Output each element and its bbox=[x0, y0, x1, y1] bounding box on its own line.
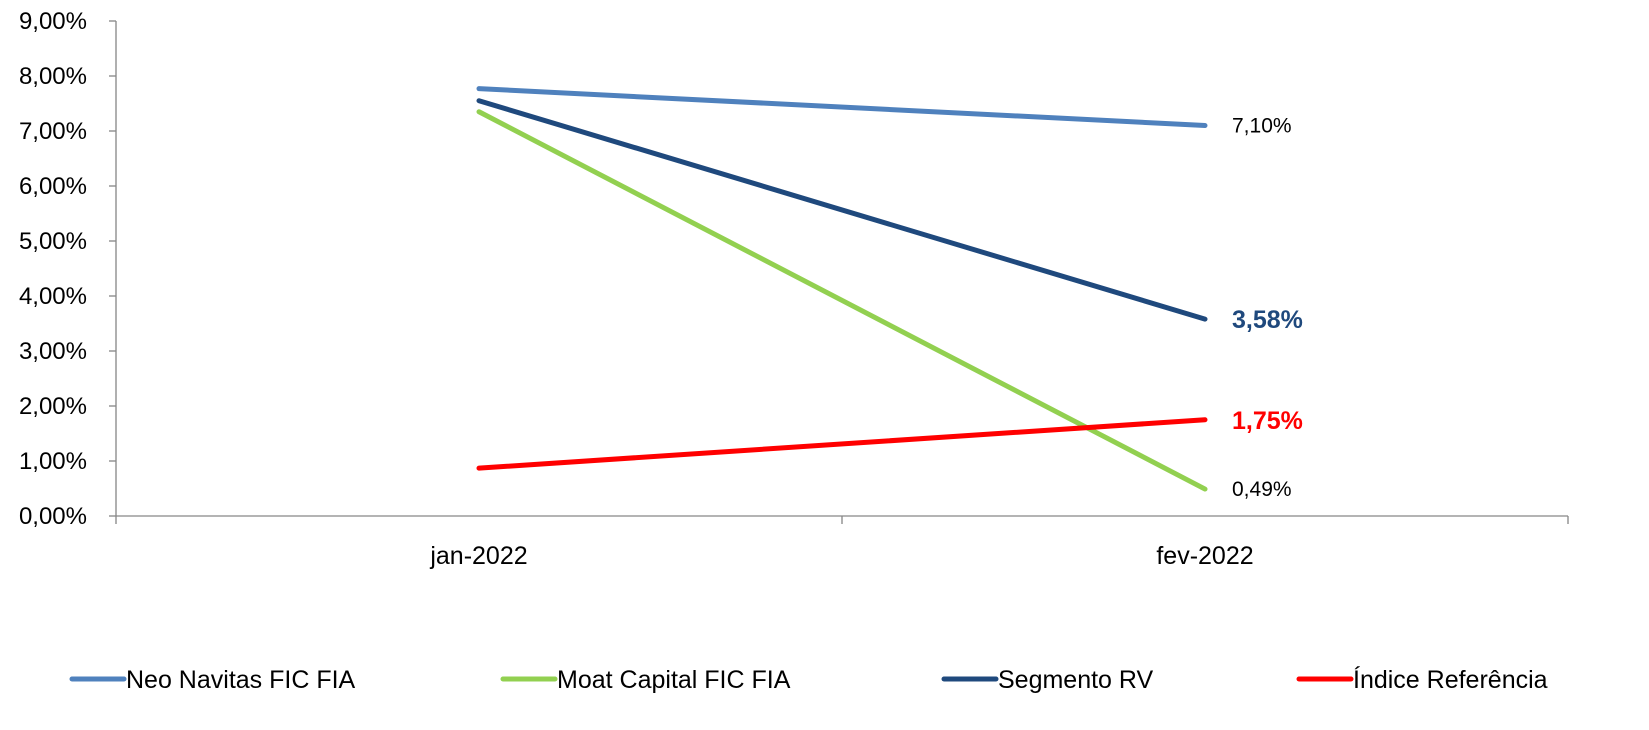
y-tick-label: 0,00% bbox=[19, 503, 87, 530]
data-label: 7,10% bbox=[1232, 115, 1292, 138]
y-tick-label: 7,00% bbox=[19, 118, 87, 145]
data-label: 0,49% bbox=[1232, 478, 1292, 501]
x-category-label: jan-2022 bbox=[429, 542, 527, 570]
axes: 0,00% 1,00% 2,00% 3,00% 4,00% 5,00% 6,00% 7,00%… bbox=[19, 8, 1569, 570]
y-tick-label: 5,00% bbox=[19, 228, 87, 255]
legend-label: Índice Referência bbox=[1353, 665, 1548, 694]
data-label: 1,75% bbox=[1232, 407, 1303, 435]
legend: Neo Navitas FIC FIA Moat Capital FIC FIA S… bbox=[69, 665, 1548, 694]
data-labels: 7,10% 0,49% 3,58% 1,75% bbox=[1232, 115, 1303, 502]
series-line-1 bbox=[476, 109, 1208, 492]
legend-label: Neo Navitas FIC FIA bbox=[126, 666, 356, 694]
legend-label: Segmento RV bbox=[998, 666, 1154, 694]
y-tick-label: 2,00% bbox=[19, 393, 87, 420]
series-line-0 bbox=[476, 86, 1208, 128]
y-tick-label: 3,00% bbox=[19, 338, 87, 365]
x-category-label: fev-2022 bbox=[1156, 542, 1253, 570]
y-tick-label: 6,00% bbox=[19, 173, 87, 200]
y-tick-label: 9,00% bbox=[19, 8, 87, 35]
legend-label: Moat Capital FIC FIA bbox=[557, 666, 791, 694]
data-label: 3,58% bbox=[1232, 306, 1303, 334]
series-line-3 bbox=[476, 417, 1208, 471]
series-lines bbox=[476, 86, 1208, 492]
y-tick-label: 8,00% bbox=[19, 63, 87, 90]
y-tick-label: 4,00% bbox=[19, 283, 87, 310]
y-tick-label: 1,00% bbox=[19, 448, 87, 475]
series-line-2 bbox=[476, 98, 1208, 322]
